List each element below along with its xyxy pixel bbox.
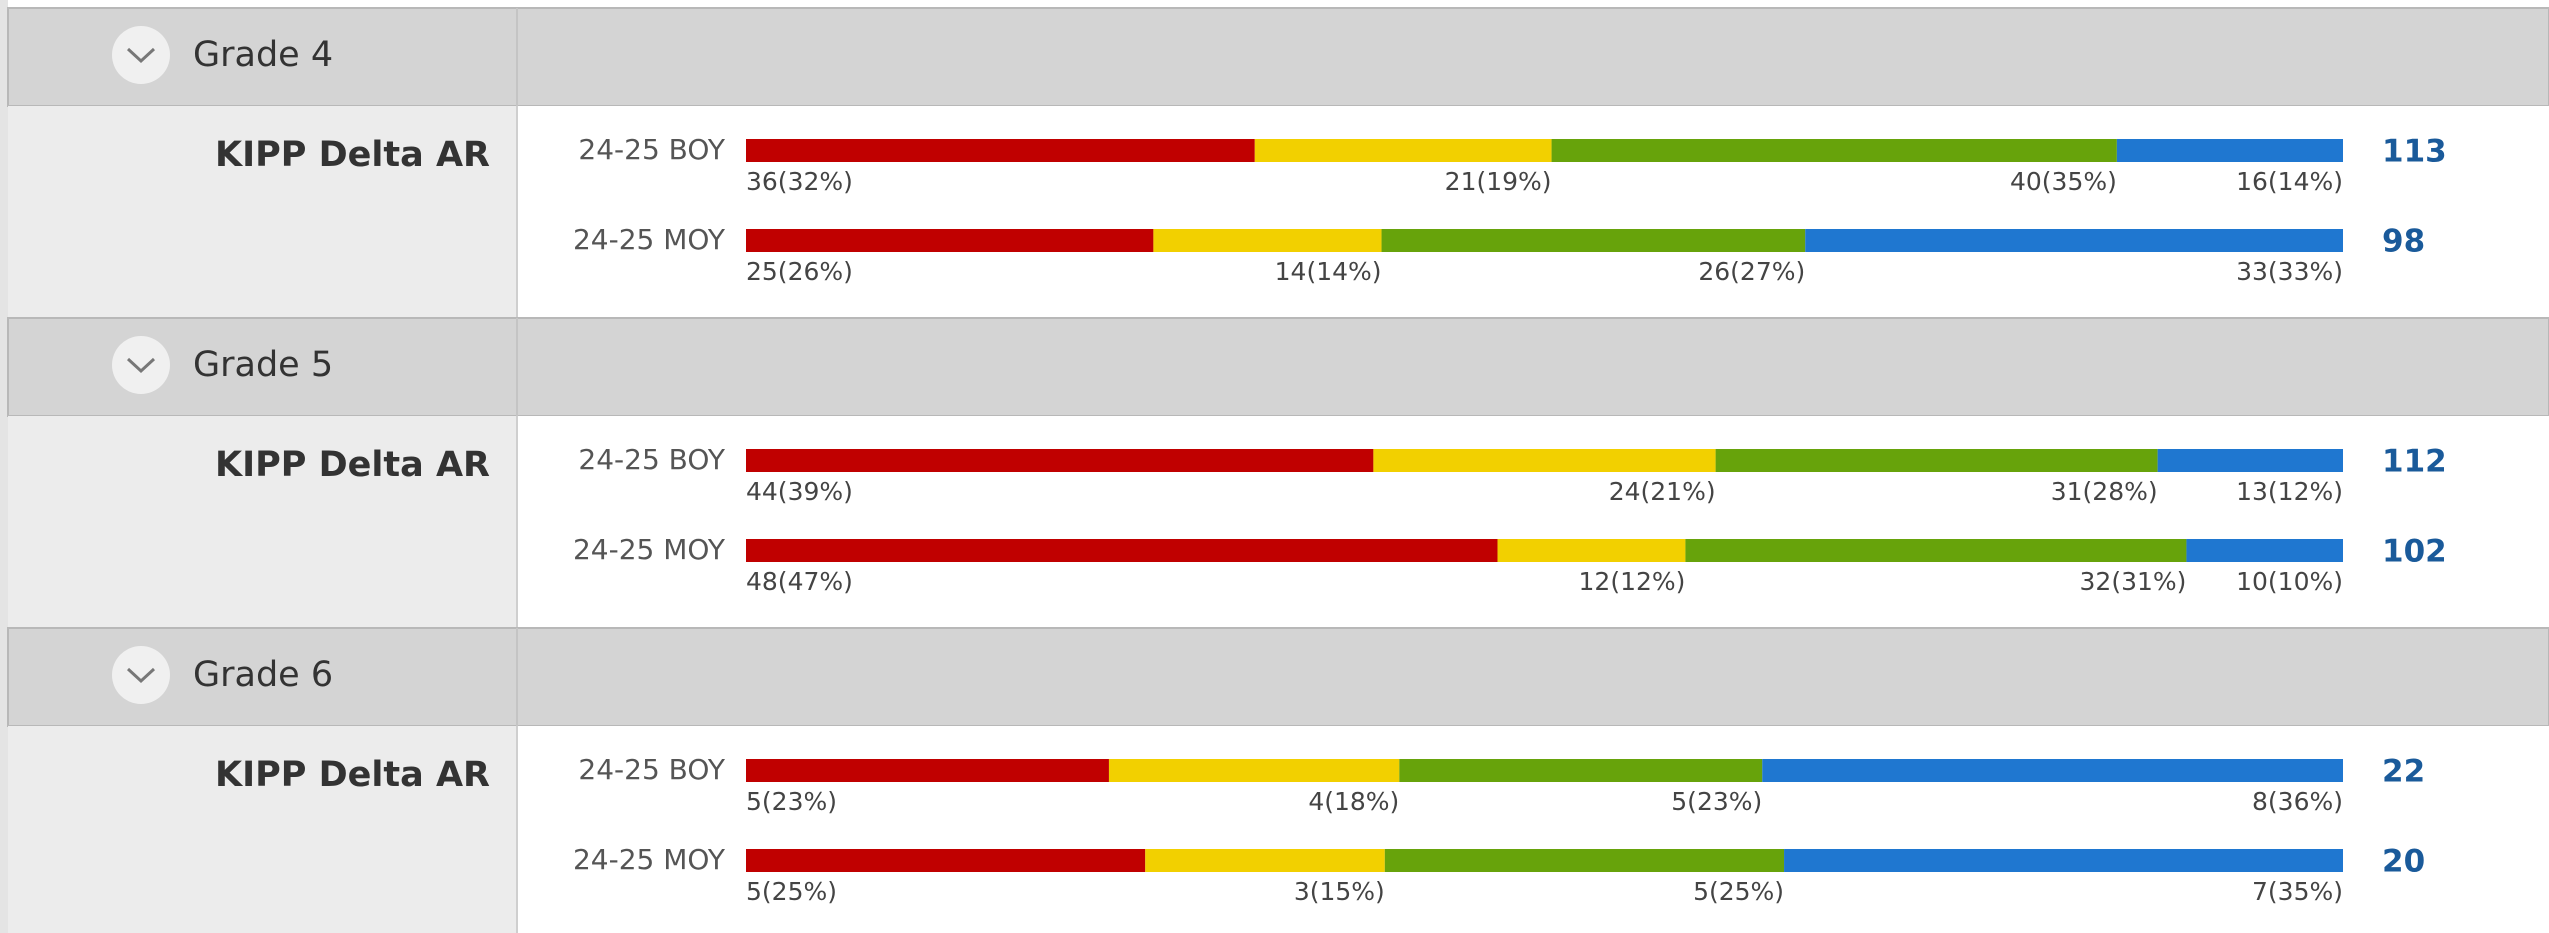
row-total: 102 bbox=[2382, 534, 2447, 570]
segment-label: 7(35%) bbox=[2252, 877, 2343, 906]
bar-segment bbox=[1784, 849, 2343, 872]
left-border bbox=[0, 0, 8, 933]
segment-label: 12(12%) bbox=[1579, 567, 1686, 596]
bar-segment bbox=[1685, 539, 2187, 562]
segment-label: 31(28%) bbox=[2051, 477, 2158, 506]
chevron bbox=[126, 357, 156, 374]
segment-label: 16(14%) bbox=[2236, 167, 2343, 196]
bar-segment bbox=[746, 759, 1109, 782]
school-cell bbox=[8, 106, 517, 318]
bar-segment bbox=[746, 139, 1255, 162]
bar-segment bbox=[1108, 759, 1400, 782]
bar-segment bbox=[746, 449, 1374, 472]
group-header bbox=[7, 627, 2549, 727]
segment-label: 40(35%) bbox=[2010, 167, 2117, 196]
row-total: 22 bbox=[2382, 754, 2425, 790]
bar-segment bbox=[2157, 449, 2343, 472]
collapse-button[interactable] bbox=[112, 646, 170, 704]
bar-segment bbox=[1384, 849, 1785, 872]
segment-label: 26(27%) bbox=[1698, 257, 1805, 286]
content-cell bbox=[517, 106, 2549, 318]
bar-segment bbox=[1145, 849, 1385, 872]
row-label: 24-25 BOY bbox=[578, 133, 725, 166]
grade-title: Grade 6 bbox=[193, 655, 333, 695]
bar-segment bbox=[1805, 229, 2343, 252]
bar-segment bbox=[1551, 139, 2117, 162]
group-header bbox=[7, 7, 2549, 107]
bar-segment bbox=[746, 849, 1146, 872]
school-name: KIPP Delta AR bbox=[215, 135, 490, 175]
segment-label: 14(14%) bbox=[1275, 257, 1382, 286]
segment-label: 25(26%) bbox=[746, 257, 853, 286]
bar-segment bbox=[1399, 759, 1763, 782]
bar-segment bbox=[2116, 139, 2343, 162]
bar-segment bbox=[1715, 449, 2158, 472]
segment-label: 24(21%) bbox=[1609, 477, 1716, 506]
content-cell bbox=[517, 416, 2549, 628]
segment-label: 8(36%) bbox=[2252, 787, 2343, 816]
row-label: 24-25 BOY bbox=[578, 753, 725, 786]
bar-segment bbox=[1373, 449, 1716, 472]
segment-label: 5(23%) bbox=[746, 787, 837, 816]
segment-label: 10(10%) bbox=[2236, 567, 2343, 596]
segment-label: 5(25%) bbox=[746, 877, 837, 906]
bar-segment bbox=[2186, 539, 2343, 562]
school-cell bbox=[8, 726, 517, 933]
row-label: 24-25 BOY bbox=[578, 443, 725, 476]
school-name: KIPP Delta AR bbox=[215, 755, 490, 795]
row-label: 24-25 MOY bbox=[573, 843, 726, 876]
bar-segment bbox=[1254, 139, 1552, 162]
segment-label: 13(12%) bbox=[2236, 477, 2343, 506]
row-label: 24-25 MOY bbox=[573, 223, 726, 256]
collapse-button[interactable] bbox=[112, 336, 170, 394]
row-label: 24-25 MOY bbox=[573, 533, 726, 566]
bar-segment bbox=[746, 229, 1154, 252]
school-name: KIPP Delta AR bbox=[215, 445, 490, 485]
chevron bbox=[126, 47, 156, 64]
chevron bbox=[126, 667, 156, 684]
bar-segment bbox=[1153, 229, 1382, 252]
bar-segment bbox=[1497, 539, 1686, 562]
row-total: 112 bbox=[2382, 444, 2447, 480]
segment-label: 5(25%) bbox=[1693, 877, 1784, 906]
collapse-button[interactable] bbox=[112, 26, 170, 84]
bar-segment bbox=[746, 539, 1498, 562]
segment-label: 21(19%) bbox=[1445, 167, 1552, 196]
bar-segment bbox=[1381, 229, 1806, 252]
segment-label: 3(15%) bbox=[1294, 877, 1385, 906]
segment-label: 5(23%) bbox=[1671, 787, 1762, 816]
segment-label: 33(33%) bbox=[2236, 257, 2343, 286]
segment-label: 36(32%) bbox=[746, 167, 853, 196]
segment-label: 44(39%) bbox=[746, 477, 853, 506]
row-total: 113 bbox=[2382, 134, 2447, 170]
school-cell bbox=[8, 416, 517, 628]
segment-label: 48(47%) bbox=[746, 567, 853, 596]
grade-title: Grade 5 bbox=[193, 345, 333, 385]
row-total: 20 bbox=[2382, 844, 2425, 880]
bar-segment bbox=[1762, 759, 2343, 782]
segment-label: 32(31%) bbox=[2080, 567, 2187, 596]
segment-label: 4(18%) bbox=[1308, 787, 1399, 816]
row-total: 98 bbox=[2382, 224, 2425, 260]
grade-title: Grade 4 bbox=[193, 35, 333, 75]
group-header bbox=[7, 317, 2549, 417]
